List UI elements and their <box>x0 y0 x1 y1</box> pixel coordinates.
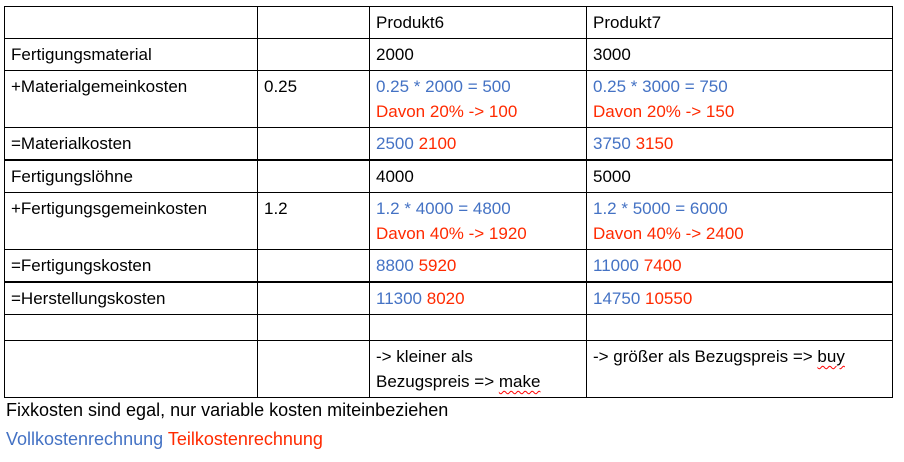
decision-line: Bezugspreis => make <box>376 369 580 394</box>
produkt6-value[interactable]: 8800 5920 <box>369 249 587 283</box>
produkt7-value[interactable] <box>586 314 893 341</box>
full-cost-value: 11000 <box>593 256 640 275</box>
table-row: +Fertigungsgemeinkosten 1.2 1.2 * 4000 =… <box>4 192 893 250</box>
produkt6-value[interactable]: 1.2 * 4000 = 4800 Davon 40% -> 1920 <box>369 192 587 250</box>
produkt6-decision[interactable]: -> kleiner als Bezugspreis => make <box>369 340 587 398</box>
decision-prefix: Bezugspreis => <box>376 372 499 391</box>
produkt7-value[interactable]: 1.2 * 5000 = 6000 Davon 40% -> 2400 <box>586 192 893 250</box>
table-row: =Herstellungskosten 11300 8020 14750 105… <box>4 281 893 315</box>
row-rate[interactable] <box>257 281 370 315</box>
partial-cost-calc: Davon 40% -> 1920 <box>376 224 527 243</box>
produkt6-value[interactable]: 2000 <box>369 38 587 71</box>
row-rate[interactable] <box>257 38 370 71</box>
legend-partial-cost: Teilkostenrechnung <box>167 429 323 449</box>
decision-word-make: make <box>498 372 541 391</box>
row-label[interactable]: =Herstellungskosten <box>4 281 258 315</box>
row-rate[interactable]: 1.2 <box>257 192 370 250</box>
row-label[interactable]: +Materialgemeinkosten <box>4 70 258 128</box>
partial-cost-value: 2100 <box>418 134 457 153</box>
table-row: +Materialgemeinkosten 0.25 0.25 * 2000 =… <box>4 70 893 128</box>
row-rate[interactable] <box>257 340 370 398</box>
produkt7-value[interactable]: 3750 3150 <box>586 127 893 161</box>
table-header-row: Produkt6 Produkt7 <box>4 6 893 39</box>
header-produkt7[interactable]: Produkt7 <box>586 6 893 39</box>
partial-cost-calc: Davon 20% -> 150 <box>593 102 735 121</box>
decision-line: -> kleiner als <box>376 347 473 366</box>
partial-cost-value: 8020 <box>426 289 465 308</box>
produkt7-value[interactable]: 11000 7400 <box>586 249 893 283</box>
table-row: Fertigungsmaterial 2000 3000 <box>4 38 893 71</box>
row-rate[interactable]: 0.25 <box>257 70 370 128</box>
produkt7-decision[interactable]: -> größer als Bezugspreis => buy <box>586 340 893 398</box>
header-label-cell[interactable] <box>4 6 258 39</box>
produkt7-value[interactable]: 14750 10550 <box>586 281 893 315</box>
cost-calculation-table: Produkt6 Produkt7 Fertigungsmaterial 200… <box>4 6 893 398</box>
full-cost-calc: 0.25 * 3000 = 750 <box>593 77 728 96</box>
partial-cost-value: 10550 <box>645 289 693 308</box>
produkt6-value[interactable]: 2500 2100 <box>369 127 587 161</box>
produkt6-value[interactable]: 11300 8020 <box>369 281 587 315</box>
full-cost-value: 14750 <box>593 289 641 308</box>
table-row: =Fertigungskosten 8800 5920 11000 7400 <box>4 249 893 283</box>
partial-cost-calc: Davon 40% -> 2400 <box>593 224 744 243</box>
legend-full-cost: Vollkostenrechnung <box>6 429 164 449</box>
produkt7-value[interactable]: 3000 <box>586 38 893 71</box>
full-cost-value: 11300 <box>376 289 423 308</box>
row-label[interactable]: +Fertigungsgemeinkosten <box>4 192 258 250</box>
full-cost-value: 8800 <box>376 256 414 275</box>
header-produkt6[interactable]: Produkt6 <box>369 6 587 39</box>
row-label[interactable]: =Materialkosten <box>4 127 258 161</box>
produkt6-value[interactable]: 4000 <box>369 159 587 193</box>
row-rate[interactable] <box>257 127 370 161</box>
row-rate[interactable] <box>257 159 370 193</box>
produkt6-value[interactable] <box>369 314 587 341</box>
note-line: Fixkosten sind egal, nur variable kosten… <box>6 400 449 420</box>
produkt6-value[interactable]: 0.25 * 2000 = 500 Davon 20% -> 100 <box>369 70 587 128</box>
row-rate[interactable] <box>257 249 370 283</box>
row-label[interactable]: =Fertigungskosten <box>4 249 258 283</box>
table-row <box>4 314 893 341</box>
decision-word-buy: buy <box>817 347 845 366</box>
partial-cost-value: 3150 <box>635 134 674 153</box>
full-cost-value: 3750 <box>593 134 631 153</box>
header-rate-cell[interactable] <box>257 6 370 39</box>
row-label[interactable] <box>4 314 258 341</box>
row-label[interactable] <box>4 340 258 398</box>
table-row: =Materialkosten 2500 2100 3750 3150 <box>4 127 893 161</box>
table-row: -> kleiner als Bezugspreis => make -> gr… <box>4 340 893 398</box>
full-cost-calc: 1.2 * 5000 = 6000 <box>593 199 728 218</box>
row-label[interactable]: Fertigungslöhne <box>4 159 258 193</box>
partial-cost-calc: Davon 20% -> 100 <box>376 102 518 121</box>
decision-prefix: -> größer als Bezugspreis => <box>593 347 818 366</box>
notes-section: Fixkosten sind egal, nur variable kosten… <box>6 396 448 454</box>
produkt7-value[interactable]: 5000 <box>586 159 893 193</box>
partial-cost-value: 5920 <box>418 256 457 275</box>
row-rate[interactable] <box>257 314 370 341</box>
partial-cost-value: 7400 <box>643 256 682 275</box>
table-row: Fertigungslöhne 4000 5000 <box>4 159 893 193</box>
full-cost-calc: 1.2 * 4000 = 4800 <box>376 199 511 218</box>
legend-line: Vollkostenrechnung Teilkostenrechnung <box>6 425 448 454</box>
row-label[interactable]: Fertigungsmaterial <box>4 38 258 71</box>
full-cost-value: 2500 <box>376 134 414 153</box>
produkt7-value[interactable]: 0.25 * 3000 = 750 Davon 20% -> 150 <box>586 70 893 128</box>
full-cost-calc: 0.25 * 2000 = 500 <box>376 77 511 96</box>
